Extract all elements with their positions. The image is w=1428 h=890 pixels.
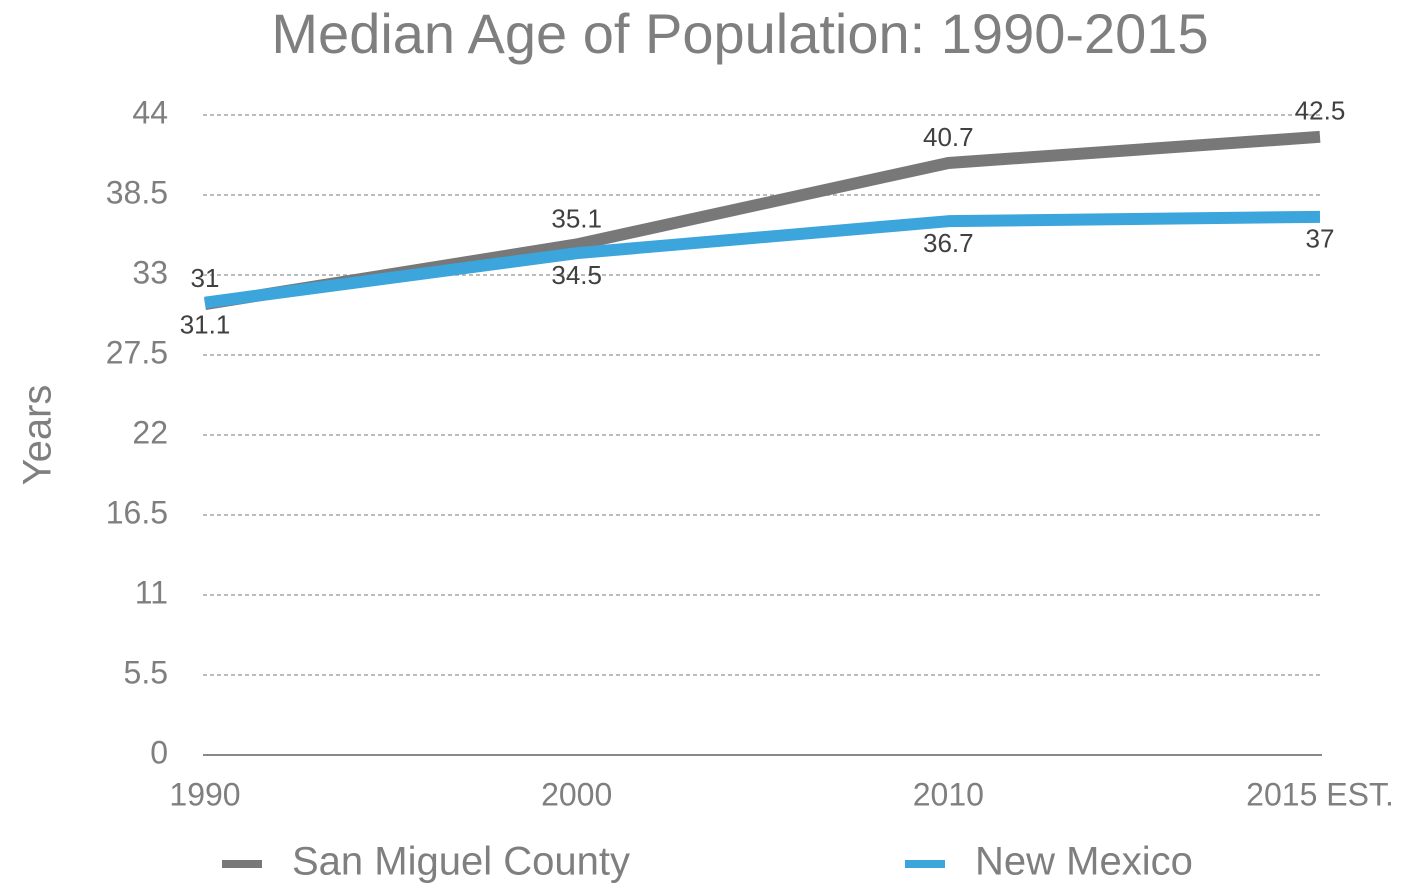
x-tick-label: 2000 [541,776,612,812]
y-tick-label: 27.5 [106,334,168,370]
x-tick-label: 1990 [169,776,240,812]
legend-label: San Miguel County [292,840,630,884]
y-tick-label: 22 [132,414,168,450]
chart-title: Median Age of Population: 1990-2015 [271,2,1208,65]
data-label: 31.1 [180,310,231,340]
data-label: 34.5 [551,260,602,290]
y-tick-label: 5.5 [124,654,168,690]
y-tick-label: 38.5 [106,174,168,210]
y-tick-label: 11 [135,574,168,610]
data-label: 36.7 [923,228,974,258]
x-tick-label: 2010 [913,776,984,812]
data-label: 35.1 [551,203,602,233]
y-tick-label: 16.5 [106,494,168,530]
data-label: 37 [1306,224,1335,254]
y-axis-label: Years [16,385,60,486]
series-line [204,210,1321,309]
y-tick-label: 44 [132,94,168,130]
data-label: 40.7 [923,122,974,152]
data-label: 31 [191,263,220,293]
legend-label: New Mexico [975,840,1193,884]
x-tick-label: 2015 EST. [1246,776,1394,812]
data-label: 42.5 [1295,96,1346,126]
y-tick-label: 33 [132,254,168,290]
y-tick-label: 0 [150,734,168,770]
